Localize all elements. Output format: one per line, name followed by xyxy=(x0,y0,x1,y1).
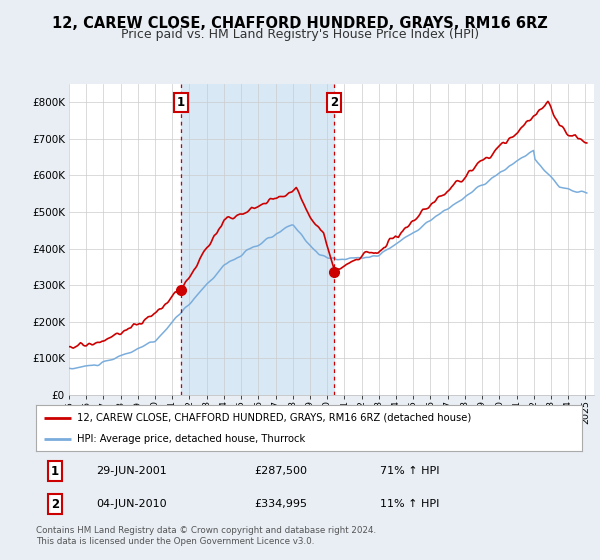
Text: 12, CAREW CLOSE, CHAFFORD HUNDRED, GRAYS, RM16 6RZ (detached house): 12, CAREW CLOSE, CHAFFORD HUNDRED, GRAYS… xyxy=(77,413,471,423)
Text: 29-JUN-2001: 29-JUN-2001 xyxy=(96,466,167,476)
Text: 04-JUN-2010: 04-JUN-2010 xyxy=(96,499,167,509)
Text: 11% ↑ HPI: 11% ↑ HPI xyxy=(380,499,439,509)
Text: 12, CAREW CLOSE, CHAFFORD HUNDRED, GRAYS, RM16 6RZ: 12, CAREW CLOSE, CHAFFORD HUNDRED, GRAYS… xyxy=(52,16,548,31)
Text: HPI: Average price, detached house, Thurrock: HPI: Average price, detached house, Thur… xyxy=(77,435,305,444)
Text: Contains HM Land Registry data © Crown copyright and database right 2024.
This d: Contains HM Land Registry data © Crown c… xyxy=(36,526,376,546)
Text: 1: 1 xyxy=(176,96,185,109)
Text: £334,995: £334,995 xyxy=(254,499,307,509)
Bar xyxy=(181,84,334,395)
Text: 2: 2 xyxy=(331,96,338,109)
Text: 1: 1 xyxy=(51,465,59,478)
Text: Price paid vs. HM Land Registry's House Price Index (HPI): Price paid vs. HM Land Registry's House … xyxy=(121,28,479,41)
Text: 2: 2 xyxy=(51,497,59,511)
Text: 71% ↑ HPI: 71% ↑ HPI xyxy=(380,466,439,476)
Text: £287,500: £287,500 xyxy=(254,466,307,476)
